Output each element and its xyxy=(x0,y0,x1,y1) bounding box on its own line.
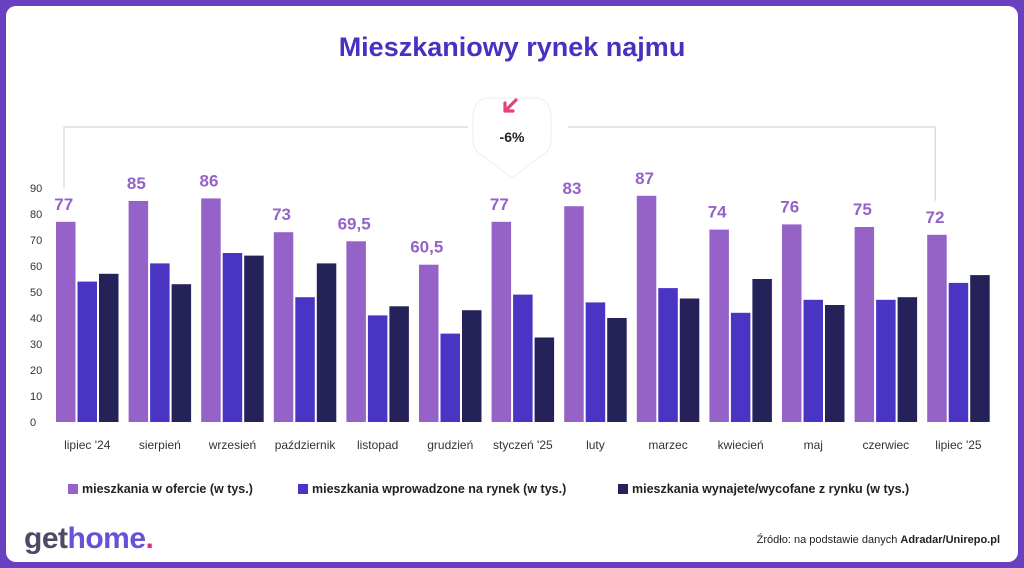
legend-swatch-3 xyxy=(618,484,628,494)
bar-introduced xyxy=(585,302,606,422)
legend-label-3: mieszkania wynajete/wycofane z rynku (w … xyxy=(632,482,909,496)
bar-introduced xyxy=(513,294,533,422)
bar-rented xyxy=(679,298,700,422)
bar-rented xyxy=(99,273,119,422)
x-tick-label: marzec xyxy=(648,438,687,452)
bar-introduced xyxy=(440,333,460,422)
data-label-offer: 77 xyxy=(54,195,73,214)
bar-offer xyxy=(564,206,584,422)
bar-rented xyxy=(897,297,918,422)
legend-swatch-2 xyxy=(298,484,308,494)
bar-introduced xyxy=(803,299,823,422)
bar-rented xyxy=(534,337,555,422)
bar-rented xyxy=(316,263,337,422)
bar-introduced xyxy=(876,299,896,422)
data-label-offer: 75 xyxy=(853,200,872,219)
data-label-offer: 73 xyxy=(272,205,291,224)
legend-label-2: mieszkania wprowadzone na rynek (w tys.) xyxy=(312,482,566,496)
data-label-offer: 86 xyxy=(199,171,218,190)
data-label-offer: 76 xyxy=(780,197,799,216)
bar-offer xyxy=(636,195,657,422)
y-tick-label: 80 xyxy=(30,209,42,221)
source-name: Adradar/Unirepo.pl xyxy=(900,534,1000,546)
callout-value: -6% xyxy=(500,129,525,145)
data-label-offer: 77 xyxy=(490,195,509,214)
source-prefix: Źródło: na podstawie danych xyxy=(756,534,901,546)
bar-offer xyxy=(782,224,802,422)
callout-bracket-right xyxy=(568,126,936,201)
y-tick-label: 0 xyxy=(30,417,36,429)
source-note: Źródło: na podstawie danych Adradar/Unir… xyxy=(757,534,1000,546)
bar-rented xyxy=(607,318,627,422)
x-tick-label: wrzesień xyxy=(208,438,256,452)
x-tick-label: styczeń '25 xyxy=(493,438,553,452)
x-tick-label: październik xyxy=(275,438,337,452)
x-tick-label: lipiec '25 xyxy=(935,438,982,452)
data-label-offer: 83 xyxy=(562,179,581,198)
bar-rented xyxy=(970,275,990,422)
data-label-offer: 85 xyxy=(127,174,146,193)
bar-introduced xyxy=(150,263,170,422)
y-tick-label: 60 xyxy=(30,261,42,273)
bar-rented xyxy=(462,310,482,422)
bar-introduced xyxy=(222,253,243,422)
bar-chart: Mieszkaniowy rynek najmu -6% 0 10 20 30 40 50 60… xyxy=(30,32,990,496)
chart-title: Mieszkaniowy rynek najmu xyxy=(339,32,686,62)
bar-offer xyxy=(346,241,366,422)
callout-bracket-left xyxy=(63,126,468,188)
bar-rented xyxy=(171,284,192,422)
bar-offer xyxy=(419,264,439,422)
x-tick-label: luty xyxy=(586,438,605,452)
bar-offer xyxy=(854,227,875,422)
y-tick-label: 40 xyxy=(30,313,42,325)
data-label-offer: 69,5 xyxy=(338,214,371,233)
bar-introduced xyxy=(77,281,97,422)
x-tick-label: lipiec '24 xyxy=(64,438,111,452)
x-tick-label: sierpień xyxy=(139,438,181,452)
y-tick-label: 90 xyxy=(30,183,42,195)
data-label-offer: 60,5 xyxy=(410,238,443,257)
bar-offer xyxy=(491,221,512,422)
x-tick-label: grudzień xyxy=(427,438,473,452)
chart-frame: Mieszkaniowy rynek najmu -6% 0 10 20 30 40 50 60… xyxy=(6,6,1018,562)
x-tick-label: czerwiec xyxy=(863,438,910,452)
legend-label-1: mieszkania w ofercie (w tys.) xyxy=(82,482,253,496)
gethome-logo: gethome. xyxy=(24,522,154,555)
bar-offer xyxy=(128,201,149,422)
legend-swatch-1 xyxy=(68,484,78,494)
bar-introduced xyxy=(367,315,388,422)
bar-introduced xyxy=(658,288,678,422)
bar-introduced xyxy=(295,297,315,422)
data-label-offer: 72 xyxy=(925,208,944,227)
bar-rented xyxy=(825,305,845,422)
data-label-offer: 87 xyxy=(635,169,654,188)
bar-offer xyxy=(273,232,294,422)
x-tick-label: kwiecień xyxy=(718,438,764,452)
bar-rented xyxy=(244,255,264,422)
bar-introduced xyxy=(730,312,751,422)
arrow-down-left-icon xyxy=(503,98,518,113)
y-tick-label: 70 xyxy=(30,235,42,247)
x-tick-label: maj xyxy=(804,438,823,452)
bar-rented xyxy=(752,279,772,422)
bar-rented xyxy=(389,306,409,422)
y-tick-label: 50 xyxy=(30,287,42,299)
callout-bubble xyxy=(472,97,552,179)
y-tick-label: 10 xyxy=(30,391,42,403)
bar-introduced xyxy=(948,282,969,422)
data-label-offer: 74 xyxy=(708,203,727,222)
bar-offer xyxy=(709,229,729,422)
bar-offer xyxy=(201,198,221,422)
y-tick-label: 30 xyxy=(30,339,42,351)
bar-offer xyxy=(927,234,947,422)
x-tick-label: listopad xyxy=(357,438,398,452)
y-tick-label: 20 xyxy=(30,365,42,377)
bar-offer xyxy=(56,221,76,422)
